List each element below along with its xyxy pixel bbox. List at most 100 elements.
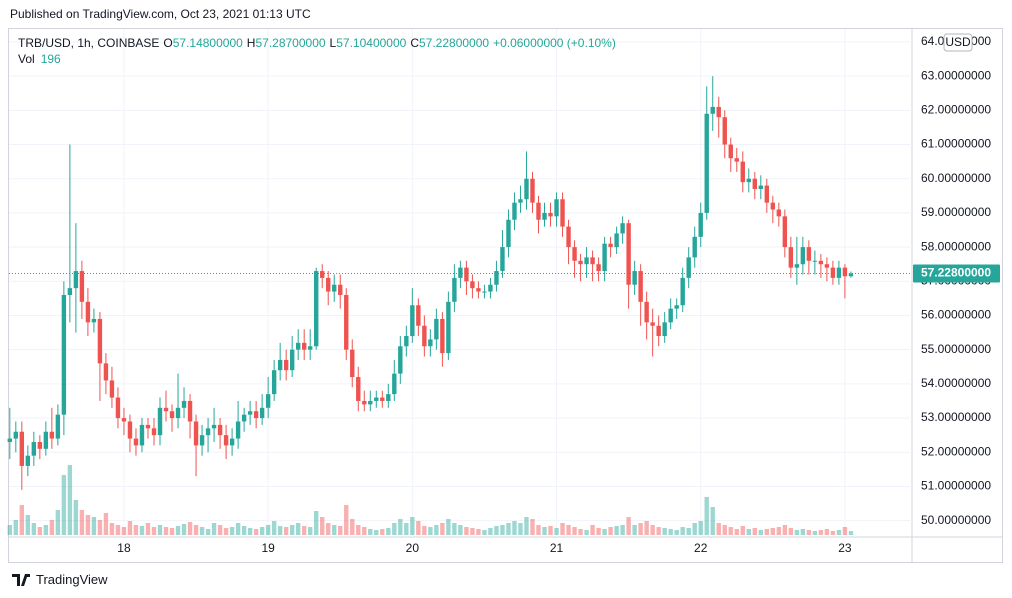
volume-bar [31,523,37,535]
volume-bar [818,530,824,535]
volume-bar [97,520,103,535]
volume-bar [692,523,697,535]
candle-body [644,301,649,323]
volume-bar [842,527,848,535]
volume-bar [350,519,355,535]
volume-bar [602,529,607,535]
volume-bar [380,529,385,535]
volume-bar [494,526,499,535]
volume-bar [656,527,661,535]
volume-bar [362,527,367,535]
volume-bar [67,465,73,535]
candle-body [416,305,421,326]
volume-bar [764,529,770,535]
candle-body [560,199,565,227]
volume-bar [812,531,818,535]
volume-bar [163,527,169,535]
y-tick-label: 62.00000000 [921,103,991,117]
candle-body [151,428,157,436]
candle-body [710,106,715,114]
candle-body [277,359,283,371]
volume-bar [518,523,523,535]
volume-bar [536,525,541,535]
volume-bar [650,525,655,535]
volume-bar [259,527,265,535]
x-tick-label: 20 [406,541,420,555]
volume-bar [410,517,415,535]
volume-bar [722,525,727,535]
volume-bar [632,525,637,535]
candle-body [175,407,181,419]
volume-bar [139,526,145,535]
volume-bar [782,525,788,535]
candle-body [494,271,499,285]
y-tick-label: 61.00000000 [921,137,991,151]
volume-bar [584,530,589,535]
candle-body [770,202,776,210]
volume-bar [668,529,673,535]
candle-body [314,271,319,347]
volume-bar [626,517,631,535]
volume-bar [61,475,67,535]
candle-body [205,428,211,436]
candle-body [7,438,12,443]
y-tick-label: 52.00000000 [921,444,991,458]
volume-bar [145,523,151,535]
candle-body [61,294,67,415]
x-tick-label: 22 [694,541,708,555]
y-tick-label: 56.00000000 [921,308,991,322]
candle-body [344,294,349,350]
volume-bar [704,497,709,535]
volume-bar [121,527,127,535]
brand: TradingView [12,572,108,587]
brand-name: TradingView [36,572,108,587]
y-tick-label: 59.00000000 [921,205,991,219]
candle-body [211,424,217,429]
volume-bar [428,527,433,535]
candle-body [602,243,607,272]
candle-body [410,305,415,337]
candle-body [668,308,673,323]
candle-body [566,226,571,248]
y-tick-label: 63.00000000 [921,68,991,82]
volume-bar [674,530,679,535]
volume-bar [79,510,85,535]
candle-body [500,247,505,272]
candle-body [97,318,103,364]
candle-body [632,271,637,285]
volume-bar [434,525,439,535]
candle-body [764,185,770,203]
candle-body [812,260,818,262]
candle-body [728,144,733,159]
volume-bar [151,527,157,535]
candle-body [686,257,691,278]
y-tick-label: 55.00000000 [921,342,991,356]
volume-label: Vol [18,52,35,66]
candle-body [590,257,595,265]
brand-logo [12,573,30,586]
volume-bar [614,526,619,535]
volume-bar [103,513,109,535]
candle-body [398,346,403,374]
candle-body [800,247,806,265]
candle-body [788,247,794,268]
volume-bar [464,527,469,535]
legend-value: 57.10400000 [336,36,407,50]
candle-body [836,267,842,278]
candle-body [782,216,788,248]
volume-bar [332,525,337,535]
volume-bar [217,525,223,535]
candle-body [614,233,619,248]
candle-body [848,273,854,277]
volume-bar [746,529,751,535]
volume-bar [265,525,271,535]
candle-body [338,284,343,295]
candle-body [716,106,721,118]
volume-bar [446,519,451,535]
candle-body [380,397,385,401]
y-tick-label: 53.00000000 [921,410,991,424]
volume-bar [638,523,643,535]
candle-body [49,431,55,439]
volume-bar [392,523,397,535]
